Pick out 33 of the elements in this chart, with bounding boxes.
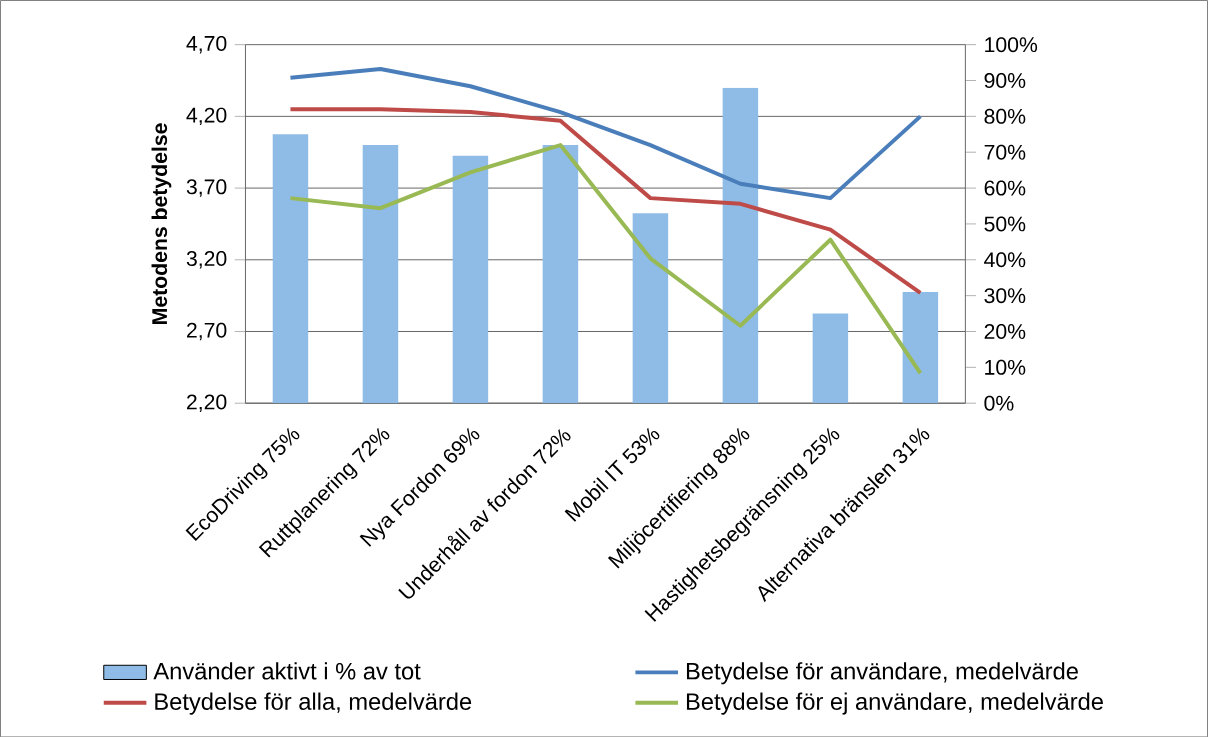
y2-tick-label: 40% [984, 252, 1026, 268]
legend-label: Betydelse för alla, medelvärde [155, 692, 472, 715]
y-tick-label: 2,70 [187, 322, 227, 341]
bar [902, 291, 939, 403]
y-tick-label: 2,20 [187, 394, 227, 412]
y-tick-label: 4,70 [186, 35, 227, 54]
y-axis-title: Metodens betydelse [151, 123, 172, 324]
line-series [288, 142, 923, 375]
legend-label: Använder aktivt i % av tot [153, 661, 421, 680]
bar [362, 144, 399, 403]
y2-tick-label: 80% [984, 108, 1026, 124]
bar [632, 212, 669, 403]
y2-tick-label: 50% [984, 216, 1026, 232]
y2-tick-label: 70% [984, 144, 1026, 160]
y2-tick-label: 60% [984, 180, 1026, 196]
legend-label: Betydelse för ej användare, medelvärde [686, 692, 1103, 715]
bar [542, 144, 579, 403]
y2-tick-label: 20% [984, 323, 1026, 339]
bar [812, 313, 849, 403]
y2-tick-label: 90% [984, 72, 1026, 88]
y2-tick-label: 10% [985, 359, 1026, 375]
y-tick-label: 3,70 [186, 179, 227, 197]
y-tick-label: 3,20 [186, 250, 227, 269]
y2-tick-label: 30% [984, 287, 1026, 303]
bar [452, 155, 489, 403]
line-series [288, 66, 923, 200]
line-series [288, 107, 923, 295]
y2-tick-label: 0% [984, 395, 1014, 411]
bar [722, 87, 759, 403]
bar [272, 134, 309, 403]
y-tick-label: 4,20 [186, 107, 227, 125]
legend-label: Betydelse för användare, medelvärde [686, 661, 1078, 685]
y2-tick-label: 100% [985, 36, 1038, 52]
